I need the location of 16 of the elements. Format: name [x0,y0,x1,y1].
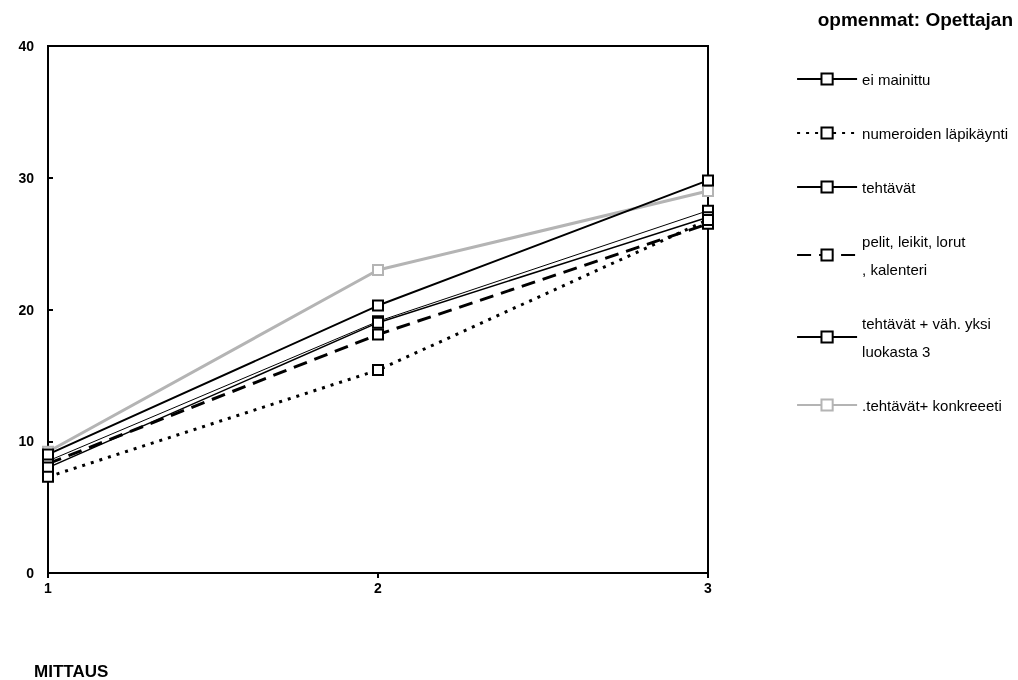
legend-label: ei mainittu [862,70,931,88]
legend-label: pelit, leikit, lorut , kalenteri [862,232,967,278]
legend-label: tehtävät [862,178,917,196]
legend-title: opmenmat: Opettajan [817,9,1014,30]
y-tick-label: 0 [26,565,35,581]
x-tick-label: 3 [704,580,713,596]
x-tick-label: 2 [374,580,383,596]
legend-label: tehtävät + väh. yksi luokasta 3 [862,314,991,360]
legend-label: .tehtävät+ konkreeeti [862,396,1002,414]
y-tick-label: 30 [18,169,35,186]
x-axis-title: MITTAUS [34,662,109,680]
y-tick-label: 10 [18,433,35,450]
y-tick-label: 40 [18,38,35,54]
legend-label: numeroiden läpikäynti [862,124,1008,142]
x-tick-label: 1 [44,580,53,596]
y-tick-label: 20 [18,301,35,318]
